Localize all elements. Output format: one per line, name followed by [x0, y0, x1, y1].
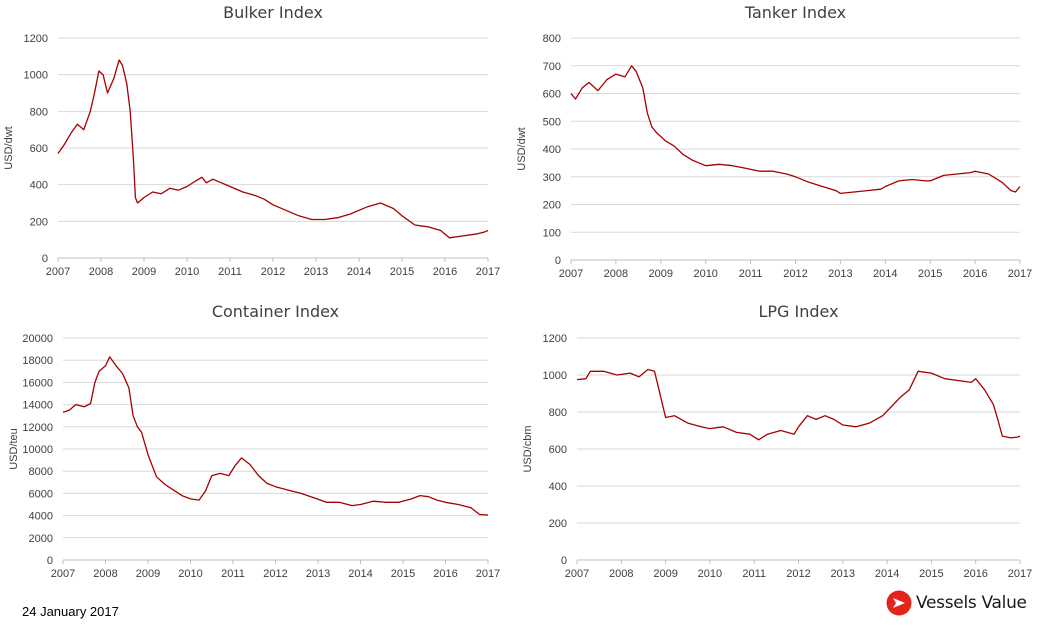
chart-title: Bulker Index: [223, 3, 323, 22]
x-tick-label: 2014: [348, 568, 372, 580]
chart-title: Tanker Index: [744, 3, 846, 22]
x-tick-label: 2010: [178, 568, 202, 580]
chart-4: LPG Index 0 200 400 600 800 1000 1200 2007 2008 20…: [522, 302, 1032, 580]
x-tick-label: 2015: [391, 568, 415, 580]
report-date: 24 January 2017: [22, 604, 119, 619]
x-tick-label: 2017: [1008, 568, 1032, 580]
chart-2: Tanker Index 0 100 200 300 400 500 600 700 800 200…: [516, 3, 1032, 280]
y-tick-label: 200: [549, 518, 567, 530]
y-tick-label: 1000: [24, 70, 48, 82]
y-tick-label: 1200: [24, 33, 48, 45]
x-tick-label: 2016: [433, 568, 457, 580]
x-tick-label: 2008: [93, 568, 117, 580]
y-tick-label: 1200: [543, 333, 567, 345]
x-tick-label: 2014: [873, 268, 897, 280]
x-tick-label: 2014: [347, 266, 371, 278]
x-tick-label: 2009: [653, 568, 677, 580]
chart-1: Bulker Index 0 200 400 600 800 1000 1200 2007 200…: [3, 3, 500, 278]
chart-3: Container Index 0 2000 4000 6000 8000 10000 120…: [8, 302, 500, 580]
y-tick-label: 6000: [29, 488, 53, 500]
x-tick-label: 2007: [565, 568, 589, 580]
y-tick-label: 200: [30, 216, 48, 228]
x-tick-label: 2012: [263, 568, 287, 580]
series-line: [57, 59, 489, 239]
y-tick-label: 0: [555, 255, 561, 267]
y-axis-label: USD/teu: [8, 428, 20, 470]
y-tick-label: 300: [543, 172, 561, 184]
y-tick-label: 400: [30, 180, 48, 192]
y-axis-label: USD/dwt: [3, 126, 15, 169]
x-tick-label: 2014: [875, 568, 899, 580]
x-tick-label: 2008: [609, 568, 633, 580]
x-tick-label: 2008: [604, 268, 628, 280]
series-line: [570, 65, 1021, 195]
y-tick-label: 16000: [22, 377, 53, 389]
x-tick-label: 2010: [175, 266, 199, 278]
x-tick-label: 2007: [51, 568, 75, 580]
y-tick-label: 18000: [22, 355, 53, 367]
x-tick-label: 2009: [132, 266, 156, 278]
y-tick-label: 10000: [22, 444, 53, 456]
y-tick-label: 1000: [543, 370, 567, 382]
y-tick-label: 600: [543, 89, 561, 101]
x-tick-label: 2008: [89, 266, 113, 278]
x-tick-label: 2015: [918, 268, 942, 280]
series-line: [576, 368, 1021, 441]
y-tick-label: 400: [549, 481, 567, 493]
series-line: [62, 356, 489, 516]
y-tick-label: 14000: [22, 400, 53, 412]
y-tick-label: 800: [30, 106, 48, 118]
y-tick-label: 0: [47, 555, 53, 567]
y-tick-label: 500: [543, 116, 561, 128]
x-tick-label: 2016: [963, 568, 987, 580]
brand-name: Vessels Value: [916, 593, 1027, 613]
x-tick-label: 2007: [559, 268, 583, 280]
x-tick-label: 2009: [136, 568, 160, 580]
x-tick-label: 2011: [742, 568, 766, 580]
x-tick-label: 2017: [476, 568, 500, 580]
y-tick-label: 8000: [29, 466, 53, 478]
x-tick-label: 2012: [261, 266, 285, 278]
y-tick-label: 12000: [22, 422, 53, 434]
y-tick-label: 400: [543, 144, 561, 156]
y-tick-label: 200: [543, 200, 561, 212]
x-tick-label: 2009: [649, 268, 673, 280]
x-tick-label: 2013: [306, 568, 330, 580]
y-tick-label: 0: [42, 253, 48, 265]
x-tick-label: 2016: [963, 268, 987, 280]
x-tick-label: 2010: [693, 268, 717, 280]
y-tick-label: 4000: [29, 511, 53, 523]
x-tick-label: 2013: [304, 266, 328, 278]
x-tick-label: 2012: [783, 268, 807, 280]
x-tick-label: 2016: [433, 266, 457, 278]
x-tick-label: 2015: [919, 568, 943, 580]
chart-title: LPG Index: [758, 302, 838, 321]
y-tick-label: 20000: [22, 333, 53, 345]
y-tick-label: 800: [549, 407, 567, 419]
y-tick-label: 700: [543, 61, 561, 73]
x-tick-label: 2013: [831, 568, 855, 580]
y-axis-label: USD/dwt: [516, 127, 528, 170]
x-tick-label: 2015: [390, 266, 414, 278]
x-tick-label: 2017: [476, 266, 500, 278]
x-tick-label: 2010: [698, 568, 722, 580]
y-tick-label: 600: [549, 444, 567, 456]
brand-logo: Vessels Value: [886, 590, 1027, 616]
vesselsvalue-logo-icon: [886, 590, 912, 616]
y-tick-label: 0: [561, 555, 567, 567]
chart-title: Container Index: [212, 302, 339, 321]
x-tick-label: 2017: [1008, 268, 1032, 280]
x-tick-label: 2011: [739, 268, 763, 280]
x-tick-label: 2011: [221, 568, 245, 580]
y-tick-label: 2000: [29, 533, 53, 545]
x-tick-label: 2012: [786, 568, 810, 580]
y-axis-label: USD/cbm: [522, 425, 534, 472]
y-tick-label: 600: [30, 143, 48, 155]
x-tick-label: 2011: [218, 266, 242, 278]
y-tick-label: 800: [543, 33, 561, 45]
x-tick-label: 2007: [46, 266, 70, 278]
y-tick-label: 100: [543, 227, 561, 239]
x-tick-label: 2013: [828, 268, 852, 280]
